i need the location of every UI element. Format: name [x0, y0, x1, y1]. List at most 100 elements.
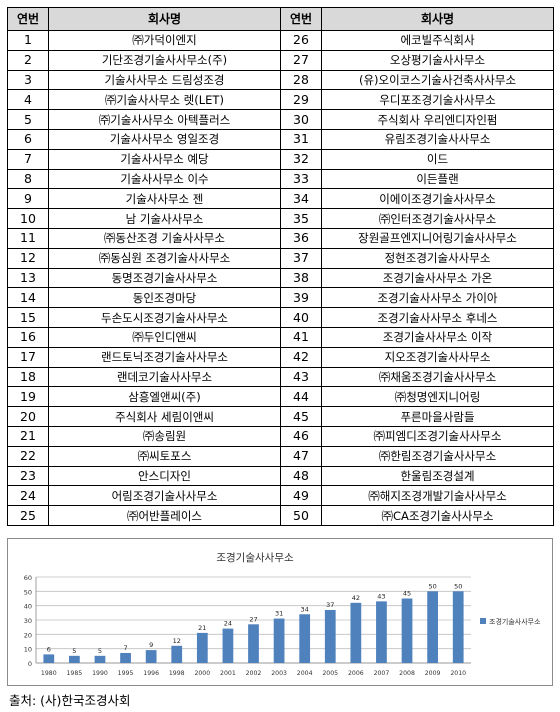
- bar: [376, 601, 387, 663]
- company-name-left: 기술사사무소 이수: [48, 168, 281, 190]
- row-number-right: 29: [280, 89, 322, 111]
- bar: [248, 624, 259, 663]
- y-tick-label: 20: [24, 631, 32, 639]
- bar: [299, 614, 311, 663]
- x-tick-label: 2010: [450, 670, 466, 677]
- company-name-right: ㈜청명엔지니어링: [321, 386, 554, 408]
- row-number-left: 21: [7, 425, 49, 447]
- company-name-left: ㈜기술사사무소 아텍플러스: [48, 109, 281, 130]
- x-tick-label: 2004: [297, 670, 313, 677]
- bar: [69, 655, 80, 663]
- company-table: 연번 회사명 연번 회사명 1 ㈜가덕이엔지 26 에코빌주식회사 2 기단조경기술사사무…: [7, 7, 554, 526]
- table-body: 1 ㈜가덕이엔지 26 에코빌주식회사 2 기단조경기술사사무소(주) 27 오상평기술사사무…: [7, 30, 554, 526]
- bar: [401, 598, 413, 663]
- company-name-left: 안스디자인: [48, 465, 281, 487]
- row-number-left: 22: [7, 445, 49, 467]
- row-number-left: 10: [7, 208, 49, 229]
- row-number-left: 17: [7, 346, 49, 368]
- company-name-left: 어림조경기술사사무소: [48, 485, 281, 507]
- row-number-right: 27: [280, 49, 322, 71]
- company-name-left: ㈜어반플레이스: [48, 505, 281, 526]
- x-tick-label: 2009: [425, 670, 441, 677]
- row-number-right: 45: [280, 406, 322, 427]
- bar-value-label: 31: [275, 610, 283, 618]
- x-tick-label: 2002: [246, 670, 262, 677]
- company-name-right: 이드: [321, 148, 554, 170]
- company-name-right: 주식회사 우리엔디자인펌: [321, 109, 554, 130]
- company-name-right: ㈜채움조경기술사사무소: [321, 366, 554, 388]
- source-note: 출처: (사)한국조경사회: [9, 693, 131, 708]
- row-number-left: 15: [7, 307, 49, 328]
- y-tick-label: 30: [24, 617, 32, 625]
- row-number-right: 36: [280, 227, 322, 249]
- bar: [120, 652, 131, 663]
- company-name-right: 조경기술사사무소 가온: [321, 267, 554, 289]
- company-name-left: ㈜기술사사무소 렛(LET): [48, 89, 281, 111]
- company-name-right: ㈜인터조경기술사사무소: [321, 208, 554, 229]
- company-name-right: 에코빌주식회사: [321, 30, 554, 51]
- x-tick-label: 2005: [322, 670, 338, 677]
- bar-value-label: 12: [173, 637, 181, 645]
- row-number-left: 14: [7, 287, 49, 309]
- chart-title: 조경기술사사무소: [216, 551, 294, 564]
- x-tick-label: 1985: [67, 670, 83, 677]
- header-company-left: 회사명: [48, 7, 281, 31]
- company-name-right: 이든플랜: [321, 168, 554, 190]
- header-number-right: 연번: [280, 7, 322, 31]
- row-number-right: 44: [280, 386, 322, 408]
- table-row: 14 동인조경마당 39 조경기술사사무소 가이아: [7, 287, 554, 309]
- table-row: 10 남 기술사사무소 35 ㈜인터조경기술사사무소: [7, 208, 554, 229]
- company-name-left: 기단조경기술사사무소(주): [48, 49, 281, 71]
- row-number-left: 19: [7, 386, 49, 408]
- row-number-right: 47: [280, 445, 322, 467]
- company-name-left: 동인조경마당: [48, 287, 281, 309]
- company-name-right: ㈜해지조경개발기술사사무소: [321, 485, 554, 507]
- x-tick-label: 1980: [41, 670, 57, 677]
- bar-value-label: 43: [377, 592, 385, 600]
- table-row: 12 ㈜동심원 조경기술사사무소 37 정현조경기술사사무소: [7, 247, 554, 269]
- row-number-left: 7: [7, 148, 49, 170]
- bar-value-label: 37: [326, 601, 334, 609]
- company-name-right: ㈜피엠디조경기술사사무소: [321, 425, 554, 447]
- table-row: 18 랜데코기술사사무소 43 ㈜채움조경기술사사무소: [7, 366, 554, 388]
- x-tick-label: 1998: [169, 670, 185, 677]
- company-name-right: ㈜CA조경기술사사무소: [321, 505, 554, 526]
- table-row: 4 ㈜기술사사무소 렛(LET) 29 우디포조경기술사사무소: [7, 89, 554, 111]
- row-number-right: 38: [280, 267, 322, 289]
- bar: [94, 655, 106, 663]
- row-number-right: 50: [280, 505, 322, 526]
- bar-value-label: 5: [98, 647, 102, 655]
- company-name-right: 푸른마을사람들: [321, 406, 554, 427]
- company-name-left: ㈜두인디앤씨: [48, 326, 281, 348]
- row-number-right: 34: [280, 188, 322, 210]
- legend-swatch: [480, 618, 486, 624]
- bar-value-label: 7: [123, 644, 127, 652]
- table-row: 2 기단조경기술사사무소(주) 27 오상평기술사사무소: [7, 49, 554, 71]
- x-tick-label: 1995: [118, 670, 134, 677]
- table-row: 16 ㈜두인디앤씨 41 조경기술사사무소 이작: [7, 326, 554, 348]
- table-row: 13 동명조경기술사사무소 38 조경기술사사무소 가온: [7, 267, 554, 289]
- row-number-right: 28: [280, 69, 322, 91]
- bar-value-label: 45: [403, 590, 411, 598]
- row-number-left: 1: [7, 30, 49, 51]
- bar-value-label: 5: [72, 647, 76, 655]
- table-row: 21 ㈜송림원 46 ㈜피엠디조경기술사사무소: [7, 425, 554, 447]
- x-tick-label: 2006: [348, 670, 364, 677]
- table-row: 1 ㈜가덕이엔지 26 에코빌주식회사: [7, 30, 554, 51]
- row-number-left: 9: [7, 188, 49, 210]
- company-name-right: 조경기술사사무소 가이아: [321, 287, 554, 309]
- x-tick-label: 1996: [143, 670, 159, 677]
- bar-value-label: 42: [352, 594, 360, 602]
- row-number-left: 3: [7, 69, 49, 91]
- row-number-left: 16: [7, 326, 49, 348]
- company-name-left: 두손도시조경기술사사무소: [48, 307, 281, 328]
- row-number-right: 37: [280, 247, 322, 269]
- row-number-right: 39: [280, 287, 322, 309]
- row-number-left: 23: [7, 465, 49, 487]
- company-name-left: 동명조경기술사사무소: [48, 267, 281, 289]
- bar: [43, 654, 55, 663]
- y-tick-label: 60: [24, 574, 32, 582]
- row-number-left: 12: [7, 247, 49, 269]
- bar-value-label: 6: [47, 645, 51, 653]
- row-number-right: 30: [280, 109, 322, 130]
